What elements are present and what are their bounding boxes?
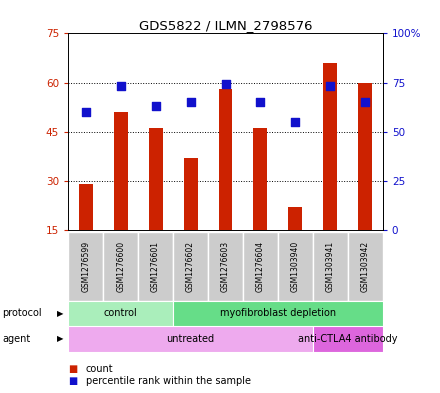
Point <box>222 81 229 88</box>
Bar <box>173 232 208 301</box>
Point <box>327 83 334 90</box>
Bar <box>358 83 372 230</box>
Point <box>292 119 299 125</box>
Point <box>117 83 124 90</box>
Bar <box>79 184 93 230</box>
Text: ■: ■ <box>68 376 77 386</box>
Bar <box>149 129 163 230</box>
Text: GSM1276602: GSM1276602 <box>186 241 195 292</box>
Point <box>362 99 369 105</box>
Bar <box>348 232 383 301</box>
Bar <box>68 232 103 301</box>
Text: protocol: protocol <box>2 309 42 318</box>
Bar <box>114 112 128 230</box>
Text: percentile rank within the sample: percentile rank within the sample <box>86 376 251 386</box>
Text: untreated: untreated <box>166 334 215 344</box>
Bar <box>68 326 313 352</box>
Text: ■: ■ <box>68 364 77 375</box>
Bar <box>208 232 243 301</box>
Text: GSM1276603: GSM1276603 <box>221 241 230 292</box>
Bar <box>313 326 383 352</box>
Text: anti-CTLA4 antibody: anti-CTLA4 antibody <box>298 334 398 344</box>
Text: GSM1303940: GSM1303940 <box>291 241 300 292</box>
Text: myofibroblast depletion: myofibroblast depletion <box>220 309 336 318</box>
Bar <box>138 232 173 301</box>
Text: ▶: ▶ <box>57 334 64 343</box>
Text: GSM1276604: GSM1276604 <box>256 241 265 292</box>
Bar <box>323 63 337 230</box>
Text: agent: agent <box>2 334 30 344</box>
Bar <box>243 232 278 301</box>
Text: GSM1276601: GSM1276601 <box>151 241 160 292</box>
Bar <box>68 301 173 326</box>
Bar <box>103 232 138 301</box>
Bar <box>289 207 302 230</box>
Text: GSM1276600: GSM1276600 <box>116 241 125 292</box>
Point <box>82 109 89 115</box>
Point <box>187 99 194 105</box>
Point <box>257 99 264 105</box>
Point <box>152 103 159 109</box>
Bar <box>253 129 268 230</box>
Title: GDS5822 / ILMN_2798576: GDS5822 / ILMN_2798576 <box>139 19 312 32</box>
Bar <box>219 89 232 230</box>
Text: GSM1303942: GSM1303942 <box>361 241 370 292</box>
Text: ▶: ▶ <box>57 309 64 318</box>
Text: GSM1303941: GSM1303941 <box>326 241 335 292</box>
Bar <box>183 158 198 230</box>
Bar <box>313 232 348 301</box>
Bar <box>278 232 313 301</box>
Text: count: count <box>86 364 114 375</box>
Text: control: control <box>104 309 138 318</box>
Bar <box>173 301 383 326</box>
Text: GSM1276599: GSM1276599 <box>81 241 90 292</box>
